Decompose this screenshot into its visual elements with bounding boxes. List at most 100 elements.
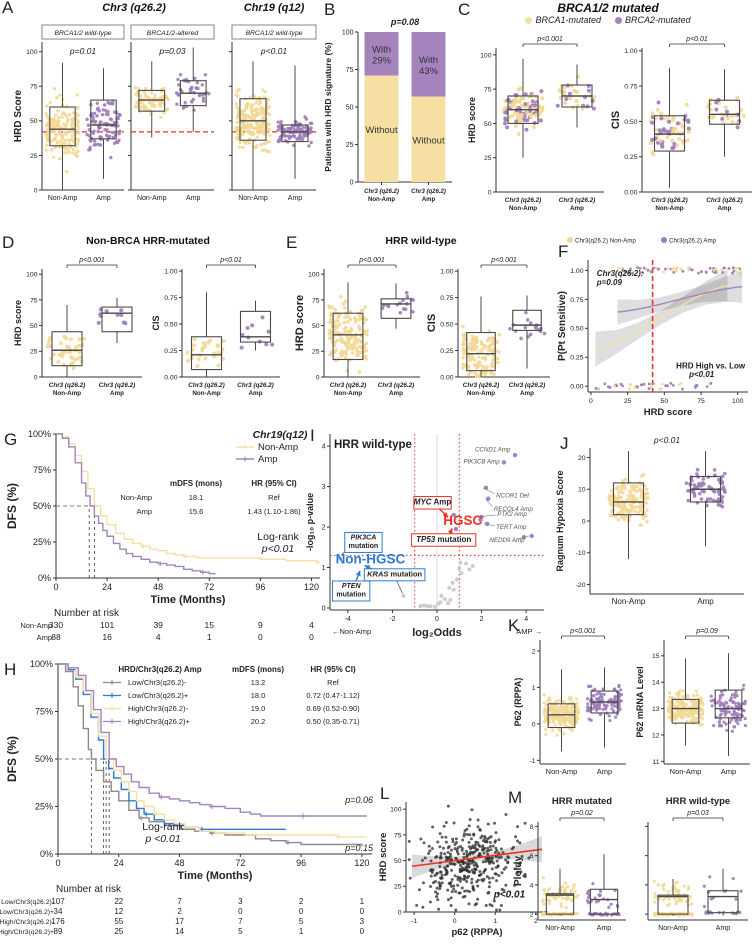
brca1-dot-icon <box>525 17 533 25</box>
boxed-label: MYC Amp <box>414 498 452 507</box>
y-tick: 10 <box>578 487 586 494</box>
y-tick: 75 <box>30 297 38 304</box>
y-tick: 4 <box>322 444 326 451</box>
p-value: p=0.02 <box>570 810 593 817</box>
p-value: p<0.01 <box>685 36 708 43</box>
legend-label-brca2: BRCA2-mutated <box>625 15 691 25</box>
panel-d: D Non-BRCA HRR-mutated 0 25 50 75 100 HRD sco… <box>0 231 286 415</box>
y-tick: -1 <box>529 758 535 765</box>
risk-count: 1 <box>207 632 212 642</box>
table-header: HRD/Chr3(q26.2) Amp <box>118 665 201 674</box>
y-tick: 50 <box>346 104 354 111</box>
panel-label-l: L <box>380 784 390 803</box>
panel-label-c: C <box>458 0 471 19</box>
y-tick: 0 <box>322 605 326 612</box>
x-category-label: Amp <box>597 767 612 776</box>
x-category-label: Amp <box>520 390 534 397</box>
p-value: p<0.001 <box>78 257 105 264</box>
risk-count: 176 <box>51 917 65 926</box>
y-tick: 25 <box>484 155 492 162</box>
y-tick: 100% <box>30 659 53 669</box>
y-tick: 4 <box>530 882 534 889</box>
panel-label-e: E <box>286 233 298 252</box>
p-value: p<0.001 <box>569 628 596 635</box>
legend-item-brca1: BRCA1-mutated <box>525 15 601 25</box>
y-tick: 100 <box>390 807 402 814</box>
x-axis-label: Time (Months) <box>178 870 253 882</box>
boxed-label: mutation <box>336 591 366 598</box>
legend-label: Non-Amp <box>258 442 298 453</box>
y-tick: 25 <box>346 142 354 149</box>
chart-title: HRR wild-type <box>666 796 730 807</box>
p-value: p<0.01 <box>653 435 681 445</box>
panel-label-a: A <box>2 0 14 17</box>
y-tick: 0 <box>488 189 492 196</box>
p-value: p<0.001 <box>536 36 563 43</box>
x-tick: 0 <box>453 918 457 925</box>
panel-g-chart: 0% 25% 50% 75% 100% 0 24 48 72 96 120 DFS (%) Time (… <box>5 429 321 642</box>
risk-count: 17 <box>175 917 184 926</box>
panel-label-j: J <box>560 434 569 453</box>
panel-c-legend: BRCA1-mutated BRCA2-mutated <box>488 15 728 25</box>
risk-count: 39 <box>153 620 163 630</box>
table-cell: 19.0 <box>251 704 266 713</box>
table-cell: 1.43 (1.10-1.86) <box>247 507 301 516</box>
x-tick: 48 <box>153 582 163 592</box>
x-axis-left-arrow: ←Non-Amp <box>332 627 371 636</box>
y-tick: 25 <box>394 884 402 891</box>
x-category-label: Non-Amp <box>137 195 167 202</box>
p-value: p=0.03 <box>158 46 186 56</box>
y-tick: 0 <box>350 179 354 186</box>
y-tick: 14 <box>652 680 660 687</box>
km-curve <box>58 663 363 847</box>
panel-a-title-chr3: Chr3 (q26.2) <box>102 2 166 14</box>
x-category-label: Non-Amp <box>48 195 78 202</box>
y-tick: 50 <box>394 858 402 865</box>
x-category-label: Non-Amp <box>655 205 683 212</box>
panel-d-title: Non-BRCA HRR-mutated <box>86 235 210 247</box>
y-axis-label: P62 (RPPA) <box>513 678 523 727</box>
table-cell: 0.50 (0.35-0.71) <box>306 717 360 726</box>
panel-f-chart: Chr3(q26.2) Non-Amp Chr3(q26.2) Amp 0.00 0.… <box>557 237 748 418</box>
y-tick: 50% <box>35 754 53 764</box>
table-cell: 0.69 (0.52-0.90) <box>306 704 360 713</box>
x-tick: 1 <box>493 918 497 925</box>
y-tick: 0.25 <box>440 348 453 355</box>
y-tick: 2 <box>322 524 326 531</box>
y-tick: 0 <box>34 187 38 194</box>
risk-count: 0 <box>360 927 365 936</box>
y-tick: 75% <box>35 707 53 717</box>
risk-count: 16 <box>102 632 112 642</box>
y-tick: 75 <box>394 832 402 839</box>
panel-label-f: F <box>558 242 569 261</box>
p-value: p=0.09 <box>695 628 718 635</box>
panel-label-i: I <box>310 426 315 445</box>
y-tick: 0.00 <box>164 374 177 381</box>
x-category-label: Chr3 (q26.2) <box>411 189 446 195</box>
table-cell: Ref <box>268 493 281 502</box>
table-header: mDFS (mons) <box>170 479 222 488</box>
risk-count: 0 <box>238 907 243 916</box>
y-tick: 75 <box>312 297 320 304</box>
panel-k-mrna-chart: 11 12 13 14 15 P62 mRNA Level Non-Amp Amp p=0.09 <box>635 628 750 776</box>
annotation: p<0.01 <box>688 370 715 379</box>
km-curve <box>58 663 286 832</box>
y-axis-label: Ploidy <box>513 856 524 886</box>
chart-title: HRR wild-type <box>334 439 412 451</box>
panel-b: B 0 25 50 75 100 Patients with HRD signature … <box>322 0 460 230</box>
panel-m: M HRR mutated 2 4 6 8 Ploidy Non-Amp Amp p=0.02 … <box>500 788 756 946</box>
x-category-label: Amp <box>110 390 124 397</box>
y-tick: 0% <box>40 849 53 859</box>
y-tick: 0.00 <box>624 189 637 196</box>
y-tick: 100 <box>308 272 320 279</box>
panel-c-title: BRCA1/2 mutated <box>557 1 659 15</box>
boxed-label: mutation <box>349 543 379 550</box>
risk-count: 4 <box>156 632 161 642</box>
panel-label-b: B <box>324 0 336 19</box>
x-category-label: Chr3 (q26.2) <box>49 382 85 389</box>
x-tick: 2 <box>480 616 484 623</box>
x-tick: 0 <box>435 616 439 623</box>
table-cell: 13.2 <box>251 678 266 687</box>
table-cell: 0.72 (0.47-1.12) <box>306 691 360 700</box>
